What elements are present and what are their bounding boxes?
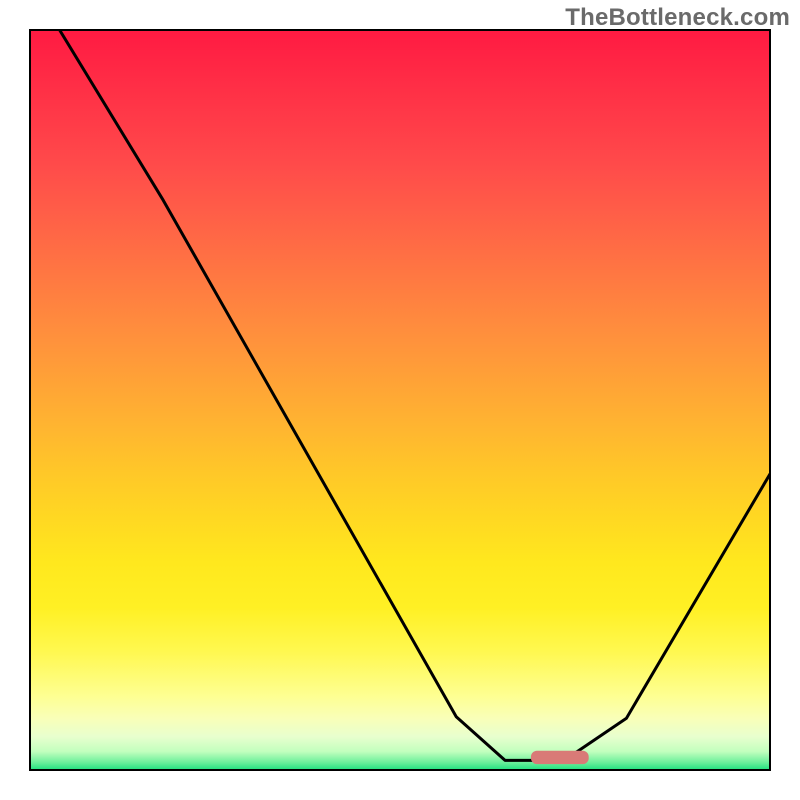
canvas-root: TheBottleneck.com (0, 0, 800, 800)
watermark-text: TheBottleneck.com (565, 4, 790, 32)
chart-svg (0, 0, 800, 800)
optimal-range-marker (531, 751, 589, 764)
plot-background (30, 30, 770, 770)
